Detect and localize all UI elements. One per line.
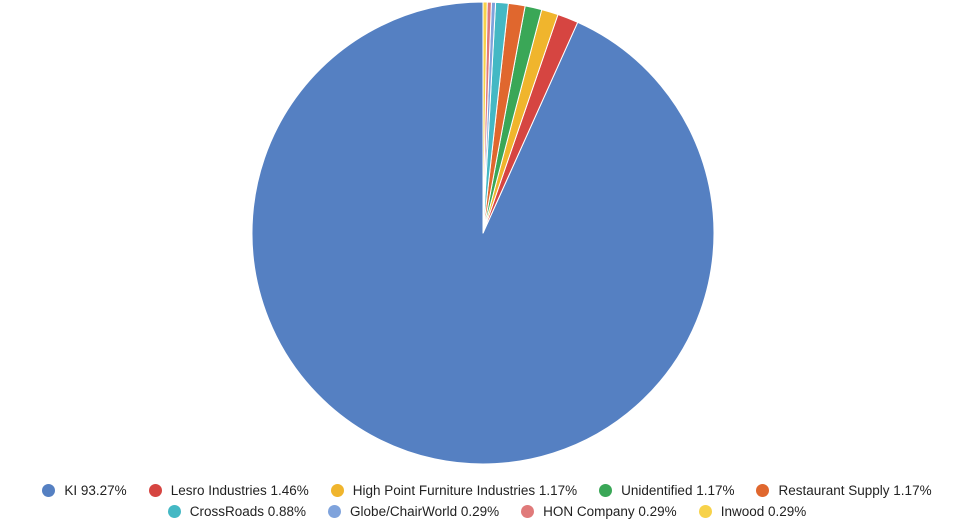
legend-item-ki[interactable]: KI 93.27% (42, 482, 127, 498)
legend-label: CrossRoads 0.88% (189, 503, 307, 519)
legend-item-globe-chairworld[interactable]: Globe/ChairWorld 0.29% (328, 505, 499, 519)
legend-swatch (42, 484, 56, 497)
legend-item-inwood[interactable]: Inwood 0.29% (698, 503, 807, 519)
legend-item-unidentified[interactable]: Unidentified 1.17% (599, 484, 734, 498)
legend-item-hon-company[interactable]: HON Company 0.29% (521, 505, 677, 519)
legend-row-1: KI 93.27% Lesro Industries 1.46% High Poin… (0, 480, 974, 501)
legend-swatch (521, 505, 535, 518)
legend-item-restaurant-supply[interactable]: Restaurant Supply 1.17% (756, 482, 932, 498)
legend-swatch (328, 505, 342, 518)
legend-swatch (167, 505, 181, 518)
legend-swatch (698, 505, 712, 518)
legend-label: Unidentified 1.17% (621, 482, 735, 498)
legend-label: Inwood 0.29% (720, 503, 807, 519)
legend-item-crossroads[interactable]: CrossRoads 0.88% (167, 503, 307, 519)
legend-label: KI 93.27% (64, 482, 127, 498)
legend-swatch (599, 484, 613, 497)
legend-swatch (148, 484, 162, 497)
legend-label: Globe/ChairWorld 0.29% (350, 503, 500, 519)
legend-label: HON Company 0.29% (543, 503, 677, 519)
legend-item-high-point-furniture-industries[interactable]: High Point Furniture Industries 1.17% (330, 482, 578, 498)
legend-label: Restaurant Supply 1.17% (778, 482, 932, 498)
legend-swatch (756, 484, 770, 497)
legend-label: High Point Furniture Industries 1.17% (352, 482, 578, 498)
legend-item-lesro-industries[interactable]: Lesro Industries 1.46% (148, 482, 309, 498)
legend: KI 93.27% Lesro Industries 1.46% High Poin… (0, 480, 974, 522)
legend-row-2: CrossRoads 0.88% Globe/ChairWorld 0.29% HO… (0, 501, 974, 522)
legend-label: Lesro Industries 1.46% (170, 482, 309, 498)
pie-plot-area (251, 1, 715, 465)
legend-swatch (330, 484, 344, 497)
pie-slice-inwood[interactable] (482, 1, 488, 234)
